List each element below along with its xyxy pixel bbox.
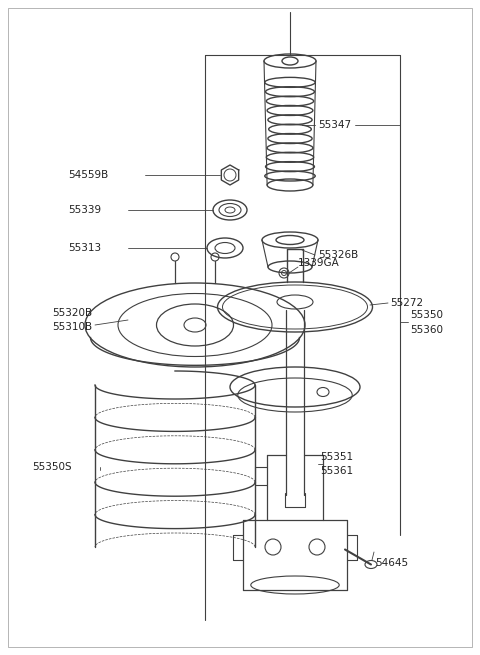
Text: 55339: 55339 <box>68 205 101 215</box>
Text: 55326B: 55326B <box>318 250 358 260</box>
Text: 55320B: 55320B <box>52 308 92 318</box>
Text: 55313: 55313 <box>68 243 101 253</box>
Text: 55350: 55350 <box>410 310 443 320</box>
Text: 54645: 54645 <box>375 558 408 568</box>
Text: 54559B: 54559B <box>68 170 108 180</box>
Text: 55360: 55360 <box>410 325 443 335</box>
Text: 55361: 55361 <box>320 466 353 476</box>
Text: 55350S: 55350S <box>32 462 72 472</box>
Text: 55272: 55272 <box>390 298 423 308</box>
Text: 55351: 55351 <box>320 452 353 462</box>
Text: 55310B: 55310B <box>52 322 92 332</box>
Text: 55347: 55347 <box>318 120 351 130</box>
Text: 1339GA: 1339GA <box>298 258 340 268</box>
